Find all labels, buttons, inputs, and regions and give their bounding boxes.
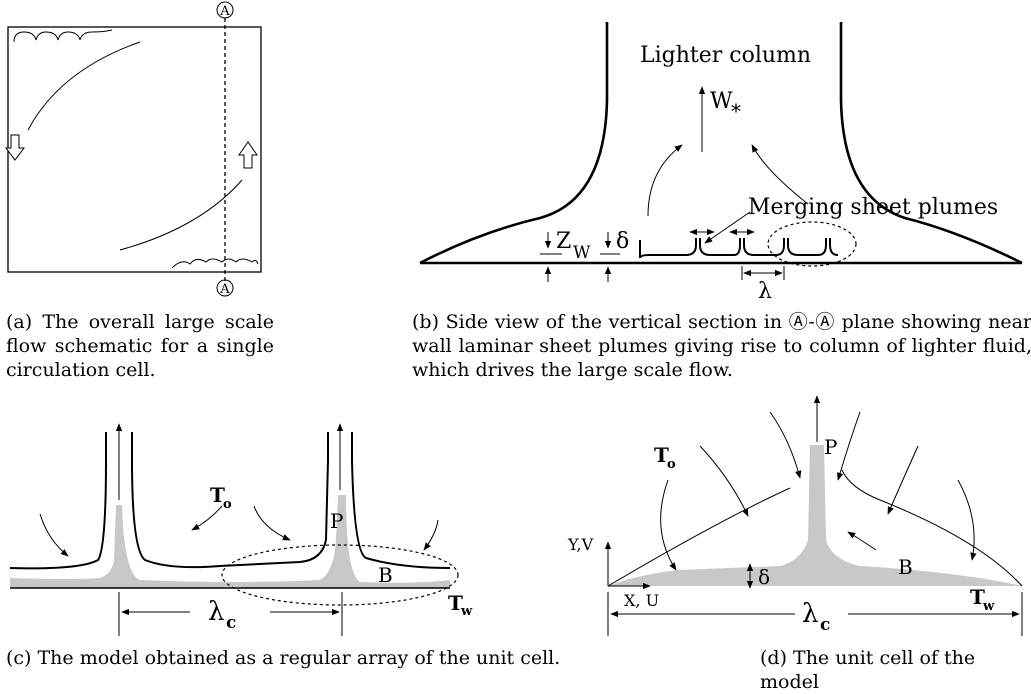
flow-arrow-d7 bbox=[847, 531, 877, 551]
circulation-cell-box bbox=[7, 26, 262, 273]
flow-arrow-d5 bbox=[887, 445, 919, 515]
velocity-subscript: * bbox=[731, 99, 741, 123]
yv-label: Y,V bbox=[567, 535, 594, 554]
up-arrow-icon bbox=[238, 141, 258, 169]
b-label-d: B bbox=[898, 555, 913, 579]
delta-d-label: δ bbox=[758, 565, 770, 589]
plumes-pointer bbox=[704, 211, 751, 244]
descending-stream bbox=[27, 41, 141, 131]
gray-boundary-layer bbox=[10, 495, 450, 588]
flow-arrow-c3 bbox=[253, 505, 291, 541]
envelope-left bbox=[607, 487, 791, 587]
velocity-label: W bbox=[710, 89, 733, 114]
t0-label-c: T bbox=[210, 483, 225, 507]
lambda-label: λ bbox=[758, 279, 772, 304]
flow-arrow-c4 bbox=[423, 519, 439, 551]
top-plumes bbox=[13, 29, 113, 43]
t0-sub-c: o bbox=[223, 497, 232, 512]
figure-canvas: A A Lighter column W * bbox=[5, 1, 1023, 636]
delta-label: δ bbox=[616, 229, 629, 254]
tw-sub-c: w bbox=[460, 604, 473, 619]
flow-arrow-d4 bbox=[837, 411, 861, 481]
flow-arrow-d3 bbox=[769, 411, 802, 479]
section-marker-bottom: A bbox=[219, 282, 230, 297]
flow-arrow-right bbox=[751, 144, 809, 205]
flow-arrow-d6 bbox=[957, 479, 977, 561]
panel-b: Lighter column W * Merging sheet plumes … bbox=[419, 22, 1023, 304]
zw-subscript: W bbox=[573, 243, 591, 263]
down-arrow-icon bbox=[5, 134, 25, 161]
unit-cell-ellipse bbox=[221, 544, 459, 606]
plume-cell-ellipse bbox=[767, 221, 857, 267]
lambda-c-label: λ bbox=[208, 597, 224, 627]
lambda-d-sub: c bbox=[820, 615, 830, 635]
p-label-d: P bbox=[824, 435, 837, 459]
t0-label-d: T bbox=[654, 443, 669, 467]
zw-label: Z bbox=[556, 229, 571, 254]
lambda-d-label: λ bbox=[802, 599, 818, 629]
sheet-plumes bbox=[639, 238, 839, 259]
flow-arrow-d1 bbox=[660, 479, 677, 571]
caption-a: (a) The overall large scale flow schemat… bbox=[6, 311, 274, 381]
tw-label-d: T bbox=[970, 585, 985, 609]
flow-arrow-c1 bbox=[39, 513, 69, 557]
b-label-c: B bbox=[378, 563, 393, 587]
section-marker-top-circle bbox=[216, 1, 234, 19]
caption-d: (d) The unit cell of the model bbox=[760, 647, 976, 693]
lighter-column-left bbox=[419, 22, 609, 265]
lighter-column-label: Lighter column bbox=[640, 43, 811, 68]
merging-plumes-label: Merging sheet plumes bbox=[748, 195, 998, 220]
flow-arrow-c2 bbox=[191, 505, 223, 531]
lambda-c-sub: c bbox=[226, 613, 236, 633]
boundary-curve-mid-left bbox=[131, 432, 329, 569]
caption-b: (b) Side view of the vertical section in… bbox=[412, 311, 1031, 381]
boundary-curve-mid-right bbox=[351, 432, 451, 569]
t0-sub-d: o bbox=[667, 457, 676, 472]
caption-c: (c) The model obtained as a regular arra… bbox=[6, 647, 561, 669]
tw-label-c: T bbox=[448, 591, 463, 615]
flow-arrow-d2 bbox=[699, 445, 749, 517]
panel-a: A A bbox=[5, 1, 262, 297]
section-marker-top: A bbox=[219, 4, 230, 19]
ascending-stream bbox=[119, 179, 243, 251]
panel-d: Y,V X, U δ T o P B T w λ c bbox=[567, 395, 1023, 636]
section-marker-bottom-circle bbox=[216, 279, 234, 297]
gray-cell-region bbox=[608, 445, 1022, 586]
tw-sub-d: w bbox=[982, 599, 995, 614]
xu-label: X, U bbox=[624, 591, 659, 610]
envelope-right bbox=[841, 469, 1023, 587]
bottom-plumes bbox=[171, 258, 259, 269]
flow-arrow-left bbox=[647, 144, 683, 217]
p-label-c: P bbox=[330, 509, 343, 533]
panel-c: T o P B T w λ c bbox=[9, 423, 473, 636]
lighter-column-right bbox=[839, 22, 1023, 265]
boundary-curve-left bbox=[9, 432, 107, 570]
